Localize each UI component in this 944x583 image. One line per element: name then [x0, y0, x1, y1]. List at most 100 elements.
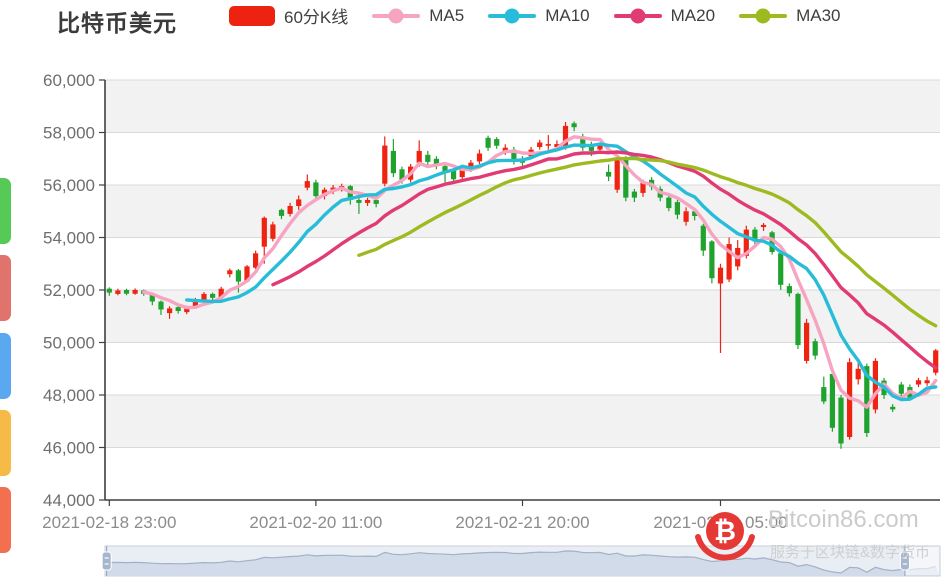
- page-title: 比特币美元: [57, 10, 177, 36]
- candle: [683, 211, 689, 222]
- candle: [709, 241, 715, 279]
- share-tab-2[interactable]: [0, 255, 11, 321]
- candle: [623, 157, 629, 198]
- candle: [399, 169, 405, 180]
- candle: [227, 270, 233, 275]
- candle: [580, 136, 586, 148]
- datazoom-area: [105, 551, 940, 576]
- ma10-line: [185, 142, 938, 402]
- candle: [717, 267, 724, 284]
- x-axis-label: 2021-02-21 20:00: [455, 513, 589, 532]
- candle: [416, 150, 422, 163]
- y-axis-label: 52,000: [43, 281, 95, 300]
- candle: [606, 171, 612, 177]
- share-tab-5[interactable]: [0, 487, 11, 553]
- candle: [244, 266, 250, 282]
- candle: [494, 139, 500, 146]
- candle: [795, 293, 801, 346]
- candle: [287, 206, 293, 214]
- candle: [614, 157, 620, 190]
- candle: [838, 397, 844, 444]
- x-axis: 2021-02-18 23:00 2021-02-20 11:00 2021-02-…: [42, 499, 940, 532]
- ma5-line: [141, 135, 938, 409]
- candle: [373, 200, 379, 204]
- legend-item-ma30[interactable]: MA30: [739, 6, 840, 26]
- plot-bands: [105, 80, 940, 448]
- candle: [597, 145, 603, 150]
- legend-item-kline[interactable]: 60分K线: [229, 3, 348, 28]
- y-axis: 44,000 46,000 48,000 50,000 52,000 54,000 56,0…: [43, 71, 106, 510]
- candle: [933, 350, 939, 373]
- share-tab-4[interactable]: [0, 410, 11, 476]
- candle: [149, 293, 155, 302]
- share-tab-3[interactable]: [0, 333, 11, 399]
- ma30-line: [357, 156, 938, 328]
- candle: [253, 253, 259, 268]
- legend-item-ma10[interactable]: MA10: [488, 5, 590, 26]
- y-axis-label: 44,000: [43, 491, 95, 510]
- candle: [666, 197, 672, 209]
- candle: [451, 170, 457, 180]
- y-axis-label: 48,000: [43, 386, 95, 405]
- candle: [743, 229, 749, 256]
- candle: [571, 123, 577, 128]
- candle: [700, 225, 706, 251]
- candle: [210, 293, 216, 298]
- candle: [872, 360, 878, 410]
- candle: [537, 142, 543, 147]
- candle: [588, 144, 594, 151]
- candle: [511, 149, 517, 162]
- ma20-line: [271, 150, 938, 370]
- candle: [304, 181, 310, 188]
- candle: [261, 217, 267, 247]
- ma30-marker-icon: [739, 8, 788, 23]
- datazoom-left-handle[interactable]: [101, 546, 112, 576]
- candle: [433, 158, 439, 167]
- legend-item-ma20[interactable]: MA20: [613, 6, 715, 26]
- datazoom-slider[interactable]: [101, 545, 941, 577]
- datazoom-profile-line: [109, 550, 936, 574]
- candle: [132, 290, 138, 294]
- candle: [425, 154, 431, 162]
- y-axis-label: 46,000: [43, 439, 95, 458]
- chart-legend: 60分K线 MA5 MA10 MA20 MA30: [229, 3, 840, 28]
- legend-ma10-label: MA10: [545, 5, 590, 25]
- y-axis-label: 56,000: [43, 176, 95, 195]
- kline-marker-icon: [229, 5, 275, 26]
- candle: [924, 380, 930, 384]
- candle: [631, 191, 637, 198]
- y-axis-label: 54,000: [43, 229, 95, 248]
- ma5-marker-icon: [372, 8, 421, 23]
- legend-kline-label: 60分K线: [284, 8, 349, 27]
- candle: [278, 209, 285, 216]
- ma10-marker-icon: [488, 8, 537, 23]
- x-axis-label: 2021-02-18 23:00: [42, 513, 176, 532]
- candle: [330, 187, 336, 190]
- candle: [804, 322, 810, 361]
- candle: [382, 145, 388, 184]
- datazoom-right-handle[interactable]: [899, 546, 910, 576]
- x-axis-label: 2021-02-20 11:00: [249, 513, 382, 532]
- legend-ma30-label: MA30: [796, 5, 841, 25]
- legend-item-ma5[interactable]: MA5: [372, 6, 464, 26]
- candle: [390, 150, 396, 174]
- candle: [442, 166, 448, 172]
- y-axis-label: 58,000: [43, 124, 95, 143]
- candle: [485, 137, 491, 148]
- legend-ma5-label: MA5: [429, 5, 465, 25]
- candle: [123, 290, 130, 294]
- ma20-marker-icon: [613, 8, 662, 23]
- candle: [192, 300, 198, 308]
- candle: [640, 182, 646, 193]
- share-tab-1[interactable]: [0, 178, 11, 244]
- x-axis-label: 2021-02-23 05:00: [653, 513, 787, 532]
- candle: [821, 387, 827, 402]
- candle: [726, 244, 732, 280]
- candle: [468, 162, 474, 170]
- candle: [855, 368, 861, 380]
- candle: [545, 144, 551, 146]
- candle: [115, 290, 121, 294]
- candle: [270, 224, 276, 239]
